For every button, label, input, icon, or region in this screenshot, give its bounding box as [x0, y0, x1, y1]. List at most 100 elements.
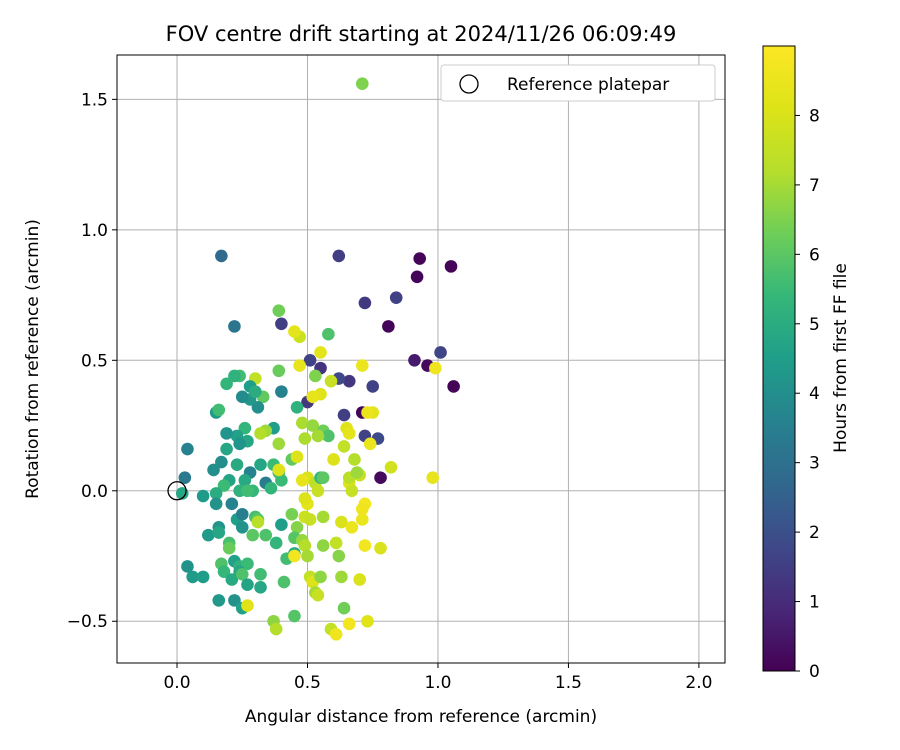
colorbar-tick-label: 8	[809, 106, 820, 126]
scatter-point	[272, 364, 286, 378]
scatter-point	[389, 291, 403, 304]
scatter-point	[272, 437, 286, 451]
y-tick-label: 1.5	[81, 90, 108, 110]
scatter-point	[337, 440, 351, 453]
scatter-point	[335, 515, 348, 529]
colorbar-tick-label: 4	[809, 384, 820, 404]
scatter-point	[355, 502, 369, 516]
scatter-point	[337, 408, 351, 422]
scatter-point	[444, 260, 458, 273]
scatter-point	[355, 359, 369, 372]
scatter-point	[311, 484, 325, 498]
scatter-point	[329, 536, 343, 550]
scatter-point	[327, 453, 340, 466]
x-tick-label: 1.5	[555, 673, 582, 693]
scatter-point	[298, 492, 312, 505]
scatter-point	[228, 369, 241, 383]
scatter-point	[238, 421, 252, 435]
scatter-point	[316, 510, 330, 524]
scatter-point	[290, 450, 304, 464]
scatter-point	[202, 528, 215, 542]
scatter-point	[324, 374, 338, 388]
scatter-point	[225, 573, 239, 586]
scatter-point	[254, 427, 267, 440]
scatter-point	[290, 521, 304, 534]
scatter-point	[275, 385, 288, 398]
scatter-point	[314, 570, 327, 584]
scatter-point	[233, 437, 246, 451]
colorbar-tick-label: 0	[809, 662, 820, 682]
scatter-point	[290, 400, 304, 414]
scatter-point	[306, 390, 320, 404]
scatter-point	[353, 573, 366, 586]
scatter-point	[293, 359, 306, 372]
colorbar-tick-label: 7	[809, 176, 820, 196]
scatter-point	[342, 617, 356, 631]
scatter-point	[220, 442, 233, 456]
reference-marker-icon	[459, 74, 479, 94]
colorbar-label: Hours from first FF file	[831, 263, 851, 453]
scatter-point	[363, 437, 377, 451]
y-tick-label: 0.0	[81, 482, 108, 502]
axes-background	[117, 55, 725, 663]
colorbar-gradient	[762, 45, 796, 672]
scatter-point	[408, 354, 421, 367]
scatter-point	[181, 442, 194, 456]
scatter-point	[361, 614, 374, 628]
scatter-point	[235, 507, 249, 521]
scatter-point	[178, 471, 192, 485]
scatter-point	[350, 466, 364, 479]
scatter-point	[220, 427, 233, 440]
scatter-point	[217, 479, 231, 492]
scatter-point	[316, 539, 330, 552]
scatter-point	[254, 567, 267, 581]
scatter-point	[358, 539, 372, 552]
scatter-point	[413, 252, 426, 265]
scatter-point	[215, 249, 228, 263]
scatter-point	[288, 609, 301, 623]
y-tick-label: 0.5	[81, 351, 108, 371]
scatter-point	[337, 601, 351, 615]
colorbar-tick-label: 2	[809, 523, 820, 543]
x-tick-label: 0.0	[163, 673, 190, 693]
scatter-point	[374, 541, 387, 555]
scatter-point	[251, 515, 265, 529]
scatter-point	[251, 400, 265, 414]
x-axis-label: Angular distance from reference (arcmin)	[245, 707, 597, 727]
legend-label: Reference platepar	[507, 75, 669, 95]
scatter-point	[295, 416, 309, 430]
scatter-point	[272, 304, 286, 318]
scatter-point	[241, 557, 254, 571]
axes-frame	[116, 54, 726, 664]
scatter-point	[355, 77, 369, 91]
scatter-point	[295, 474, 309, 487]
scatter-point	[228, 594, 241, 607]
scatter-point	[301, 549, 314, 563]
scatter-point	[355, 513, 369, 526]
scatter-point	[429, 361, 442, 375]
scatter-point	[322, 429, 335, 443]
colorbar-tick-label: 1	[809, 593, 820, 613]
scatter-point	[332, 249, 346, 263]
scatter-point	[361, 406, 374, 419]
scatter-point	[246, 528, 259, 542]
scatter-point	[345, 521, 359, 534]
x-tick-label: 1.0	[424, 673, 451, 693]
scatter-point	[309, 369, 322, 383]
scatter-point	[235, 567, 249, 581]
scatter-point	[382, 320, 395, 333]
scatter-point	[277, 575, 291, 589]
scatter-point	[215, 455, 228, 469]
scatter-point	[298, 432, 312, 445]
scatter-point	[207, 463, 220, 477]
scatter-point	[314, 346, 327, 359]
legend: Reference platepar	[440, 64, 716, 102]
colorbar: 0 1 2 3 4 5 6 7 8 Hours from first FF file	[762, 45, 851, 682]
scatter-point	[374, 471, 387, 485]
scatter-point	[269, 622, 283, 636]
scatter-point	[288, 549, 301, 563]
scatter-point	[235, 521, 249, 534]
scatter-point	[329, 627, 343, 641]
scatter-point	[186, 570, 199, 584]
